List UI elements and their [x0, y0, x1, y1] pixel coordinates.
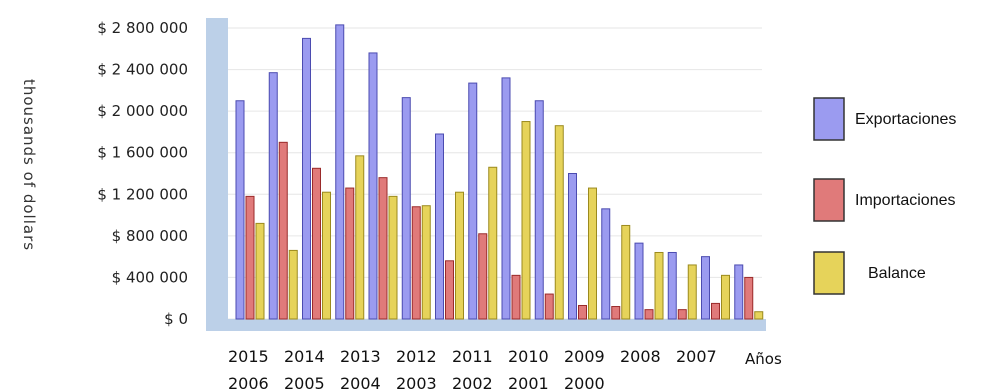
bar-exportaciones-2013: [302, 37, 311, 320]
x-tick-label: 2003: [396, 374, 437, 391]
y-tick-label: $ 1 200 000: [97, 185, 188, 203]
bar-balance-2013: [322, 191, 331, 320]
y-tick-label: $ 1 600 000: [97, 144, 188, 162]
bar-exportaciones-2001: [701, 256, 710, 320]
bar-importaciones-2015: [245, 195, 255, 320]
bar-balance-2011: [388, 195, 398, 320]
y-tick-label: $ 800 000: [112, 227, 188, 245]
x-tick-label: 2007: [676, 347, 717, 366]
bar-importaciones-2014: [278, 141, 288, 320]
bar-exportaciones-2004: [601, 208, 611, 320]
bar-balance-2015: [255, 222, 265, 320]
bar-balance-2010: [421, 205, 431, 320]
bar-importaciones-2006: [544, 293, 554, 320]
y-tick-label: $ 2 000 000: [97, 102, 188, 120]
bar-exportaciones-2006: [534, 100, 544, 320]
bar-exportaciones-2011: [368, 52, 378, 320]
x-tick-label: 2010: [508, 347, 549, 366]
bar-exportaciones-2015: [235, 100, 245, 320]
x-tick-label: 2015: [228, 347, 269, 366]
bar-exportaciones-2000: [734, 264, 744, 320]
bar-importaciones-2012: [345, 187, 355, 320]
bar-exportaciones-2007: [501, 77, 511, 320]
x-tick-label: 2000: [564, 374, 605, 391]
x-tick-label: 2008: [620, 347, 661, 366]
y-axis-label: thousands of dollars: [20, 79, 38, 251]
x-tick-label: 2006: [228, 374, 269, 391]
bar-balance-2005: [588, 187, 597, 320]
bar-exportaciones-2009: [435, 133, 444, 320]
bar-exportaciones-2008: [468, 82, 478, 320]
bar-balance-2002: [687, 264, 697, 320]
bar-importaciones-2007: [511, 274, 521, 320]
legend-label-exportaciones: Exportaciones: [855, 111, 956, 128]
y-tick-label: $ 400 000: [112, 268, 188, 286]
y-tick-label: $ 0: [164, 310, 188, 328]
y-tick-label: $ 2 800 000: [97, 19, 188, 37]
bar-importaciones-2003: [644, 309, 654, 320]
legend-swatch-importaciones: [813, 178, 845, 222]
x-tick-label: 2005: [284, 374, 325, 391]
x-tick-label: 2009: [564, 347, 605, 366]
bar-exportaciones-2014: [268, 72, 278, 320]
bar-balance-2007: [521, 121, 531, 320]
bar-balance-2009: [455, 191, 464, 320]
bar-balance-2000: [754, 311, 764, 320]
bar-importaciones-2001: [711, 302, 720, 320]
bar-balance-2014: [288, 249, 298, 320]
bar-balance-2008: [488, 166, 498, 320]
bar-exportaciones-2002: [667, 251, 677, 320]
bar-balance-2001: [721, 274, 730, 320]
bar-importaciones-2010: [411, 206, 421, 320]
x-tick-label: 2001: [508, 374, 549, 391]
bar-importaciones-2013: [312, 167, 321, 320]
bar-balance-2003: [654, 251, 664, 320]
bar-importaciones-2008: [478, 233, 488, 320]
legend: Exportaciones Importaciones Balance: [813, 97, 956, 295]
bar-exportaciones-2010: [401, 97, 411, 320]
x-tick-label: 2012: [396, 347, 437, 366]
x-tick-label: 2013: [340, 347, 381, 366]
x-tick-label: 2014: [284, 347, 325, 366]
x-axis-ticks: 2015 2014 2013 2012 2011 2010 2009 2008 2007 2006…: [228, 347, 717, 391]
bars: [235, 24, 764, 320]
legend-swatch-exportaciones: [813, 97, 845, 141]
bar-balance-2004: [621, 224, 631, 320]
bar-exportaciones-2005: [568, 173, 577, 320]
y-axis-band: [206, 18, 228, 326]
bar-importaciones-2000: [744, 276, 754, 320]
legend-swatch-balance: [813, 251, 845, 295]
bar-importaciones-2005: [578, 304, 587, 320]
x-tick-label: 2002: [452, 374, 493, 391]
bar-exportaciones-2012: [335, 24, 345, 320]
bar-balance-2012: [355, 155, 365, 320]
bar-importaciones-2009: [445, 260, 454, 320]
y-tick-label: $ 2 400 000: [97, 61, 188, 79]
x-tick-label: 2011: [452, 347, 493, 366]
legend-label-balance: Balance: [868, 265, 926, 282]
legend-label-importaciones: Importaciones: [855, 192, 956, 209]
bar-balance-2006: [554, 125, 564, 320]
bar-importaciones-2002: [677, 309, 687, 320]
bar-exportaciones-2003: [634, 242, 644, 320]
x-axis-label: Años: [745, 350, 782, 368]
bar-importaciones-2011: [378, 177, 388, 320]
bar-importaciones-2004: [611, 306, 621, 320]
x-tick-label: 2004: [340, 374, 381, 391]
y-axis-ticks: $ 0 $ 400 000 $ 800 000 $ 1 200 000 $ 1 600 …: [97, 19, 188, 328]
x-axis-band: [206, 319, 766, 331]
